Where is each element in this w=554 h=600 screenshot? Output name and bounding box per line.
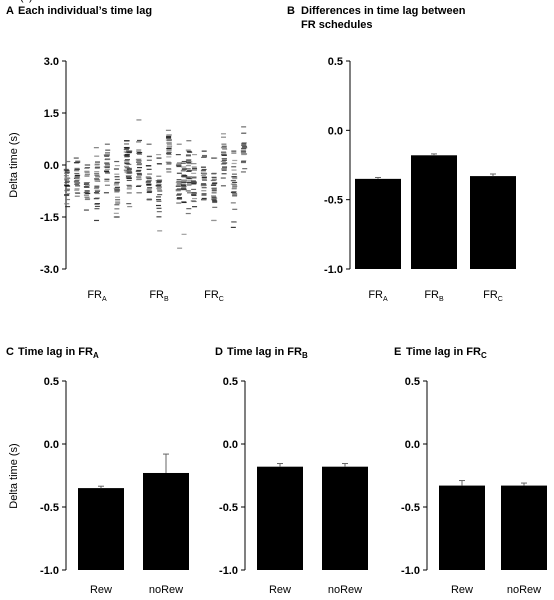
x-tick-label-A: FRB <box>149 289 169 303</box>
x-tick-label-C: Rew <box>90 584 112 596</box>
y-tick-label-C: 0.5 <box>44 376 59 388</box>
y-tick-label-C: -0.5 <box>40 502 59 514</box>
y-axis-label-A: Delta time (s) <box>8 132 20 197</box>
x-tick-label-E: noRew <box>507 584 541 596</box>
x-tick-label-A: FRA <box>87 289 107 303</box>
y-tick-label-A: -1.5 <box>40 212 59 224</box>
panel-title-B: Differences in time lag between <box>301 5 466 17</box>
panel-letter-E: E <box>394 346 401 358</box>
panel-title-E: Time lag in FRC <box>406 346 487 360</box>
bar-D <box>257 466 303 570</box>
y-tick-label-D: 0.0 <box>223 439 238 451</box>
y-tick-label-A: -3.0 <box>40 264 59 276</box>
x-tick-label-B: FRC <box>483 289 503 303</box>
x-tick-label-A: FRC <box>204 289 224 303</box>
y-axis-label-C: Delta time (s) <box>8 443 20 508</box>
x-tick-label-B: FRB <box>424 289 444 303</box>
panel-letter-D: D <box>215 346 223 358</box>
y-tick-label-B: 0.0 <box>328 125 343 137</box>
x-tick-label-D: Rew <box>269 584 291 596</box>
y-tick-label-E: 0.5 <box>405 376 420 388</box>
x-tick-label-B: FRA <box>368 289 388 303</box>
panel-title-D: Time lag in FRB <box>227 346 308 360</box>
bar-E <box>439 485 485 570</box>
y-tick-label-D: 0.5 <box>223 376 238 388</box>
y-tick-label-B: 0.5 <box>328 56 343 68</box>
panel-title-line2-B: FR schedules <box>301 19 373 31</box>
y-tick-label-E: -0.5 <box>401 502 420 514</box>
panel-letter-B: B <box>287 5 295 17</box>
y-tick-label-E: -1.0 <box>401 565 420 577</box>
bar-B <box>411 155 457 269</box>
x-tick-label-E: Rew <box>451 584 473 596</box>
bar-B <box>470 176 516 269</box>
bar-E <box>501 485 547 570</box>
x-tick-label-D: noRew <box>328 584 362 596</box>
panel-title-A: Each individual’s time lag <box>18 5 152 17</box>
y-tick-label-E: 0.0 <box>405 439 420 451</box>
bar-C <box>78 488 124 570</box>
panel-letter-A: A <box>6 5 14 17</box>
y-tick-label-D: -1.0 <box>219 565 238 577</box>
x-tick-label-C: noRew <box>149 584 183 596</box>
y-axis-label-B: Delta time (s) <box>0 0 33 3</box>
y-tick-label-B: -1.0 <box>324 264 343 276</box>
y-tick-label-C: -1.0 <box>40 565 59 577</box>
y-tick-label-A: 0.0 <box>44 160 59 172</box>
y-tick-label-A: 3.0 <box>44 56 59 68</box>
panel-letter-C: C <box>6 346 14 358</box>
y-tick-label-D: -0.5 <box>219 502 238 514</box>
y-tick-label-C: 0.0 <box>44 439 59 451</box>
bar-C <box>143 472 189 570</box>
bar-B <box>355 178 401 269</box>
bar-D <box>322 466 368 570</box>
y-tick-label-A: 1.5 <box>44 108 59 120</box>
panel-title-C: Time lag in FRA <box>18 346 99 360</box>
y-tick-label-B: -0.5 <box>324 195 343 207</box>
